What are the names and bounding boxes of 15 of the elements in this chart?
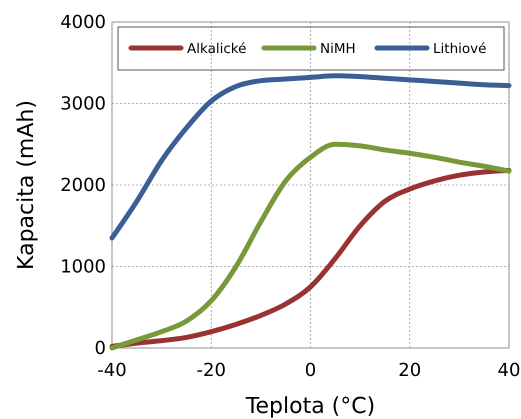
- y-tick-label: 0: [94, 338, 106, 359]
- y-tick-label: 2000: [60, 175, 106, 196]
- legend-label: Alkalické: [187, 41, 246, 57]
- legend-label: Lithiové: [433, 41, 486, 57]
- x-tick-label: -20: [196, 360, 226, 381]
- x-tick-label: 0: [304, 360, 316, 381]
- x-tick-label: 40: [498, 360, 520, 381]
- y-tick-label: 3000: [60, 94, 106, 114]
- x-axis-title: Teplota (°C): [244, 394, 376, 419]
- y-axis-title: Kapacita (mAh): [14, 100, 39, 270]
- legend-label: NiMH: [320, 41, 356, 57]
- y-tick-label: 4000: [60, 12, 106, 33]
- x-tick-label: 20: [398, 360, 422, 381]
- x-tick-label: -40: [97, 360, 127, 381]
- y-tick-label: 1000: [60, 256, 106, 278]
